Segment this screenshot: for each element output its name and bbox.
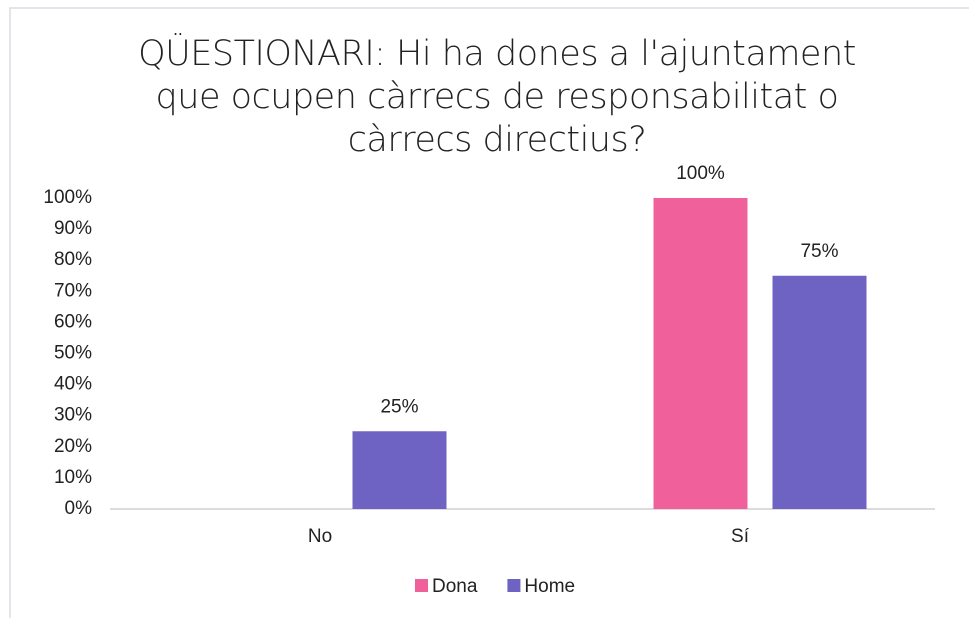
- y-tick-label: 60%: [54, 311, 92, 332]
- y-tick-label: 100%: [43, 187, 92, 208]
- y-tick-label: 0%: [65, 498, 93, 519]
- value-label: 25%: [380, 396, 418, 417]
- legend-swatch: [415, 579, 428, 592]
- y-tick-label: 90%: [54, 218, 92, 239]
- y-tick-label: 10%: [54, 467, 92, 488]
- value-label: 75%: [800, 241, 838, 262]
- chart-border: [9, 7, 969, 618]
- y-tick-label: 80%: [54, 249, 92, 270]
- y-tick-label: 40%: [54, 374, 92, 395]
- value-label: 100%: [676, 163, 725, 184]
- chart-title: QÜESTIONARI: Hi ha dones a l'ajuntament …: [138, 34, 856, 160]
- y-tick-label: 20%: [54, 436, 92, 457]
- bar: [653, 198, 748, 509]
- y-tick-label: 70%: [54, 280, 92, 301]
- legend-label: Home: [524, 576, 575, 597]
- x-tick-label: Sí: [731, 526, 750, 547]
- y-tick-label: 50%: [54, 343, 92, 364]
- legend-label: Dona: [432, 576, 478, 597]
- x-tick-label: No: [308, 526, 332, 547]
- legend-swatch: [507, 579, 521, 592]
- bar: [772, 275, 867, 509]
- bar: [352, 431, 447, 509]
- y-tick-label: 30%: [54, 405, 92, 426]
